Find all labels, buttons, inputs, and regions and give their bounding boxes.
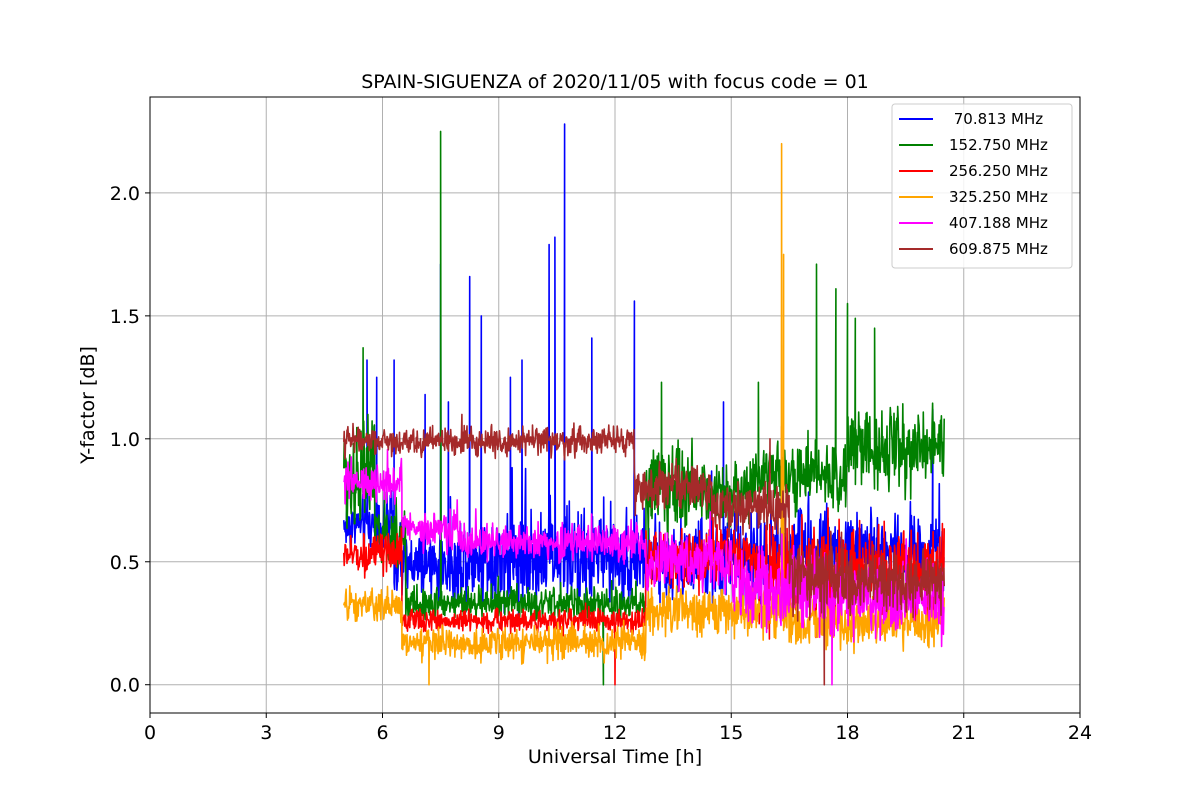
x-axis-ticks: 0 3 6 9 12 15 18 21 24 <box>144 713 1092 744</box>
x-tick-label: 15 <box>719 722 743 744</box>
legend-label: 325.250 MHz <box>949 188 1048 206</box>
y-axis-label: Y-factor [dB] <box>77 346 99 465</box>
y-tick-label: 1.0 <box>110 429 140 451</box>
y-tick-label: 0.5 <box>110 552 140 574</box>
legend: 70.813 MHz 152.750 MHz 256.250 MHz 325.250 … <box>891 103 1073 269</box>
legend-items: 70.813 MHz 152.750 MHz 256.250 MHz 325.250 … <box>899 110 1048 258</box>
series-line-5 <box>343 413 945 686</box>
y-tick-label: 1.5 <box>110 306 140 328</box>
x-tick-label: 9 <box>493 722 505 744</box>
y-tick-label: 0.0 <box>110 675 140 697</box>
x-tick-label: 18 <box>835 722 859 744</box>
x-tick-label: 24 <box>1068 722 1092 744</box>
legend-label: 609.875 MHz <box>949 240 1048 258</box>
y-axis-ticks: 0.0 0.5 1.0 1.5 2.0 <box>110 183 150 697</box>
x-tick-label: 12 <box>603 722 627 744</box>
plot-area: 0 3 6 9 12 15 18 21 24 0.0 0.5 1.0 1.5 2.0 <box>110 96 1092 744</box>
series-layer <box>343 123 945 686</box>
legend-label: 70.813 MHz <box>949 110 1043 128</box>
legend-box <box>891 103 1073 269</box>
legend-label: 256.250 MHz <box>949 162 1048 180</box>
x-axis-label: Universal Time [h] <box>528 746 702 768</box>
series-line-3 <box>343 142 945 686</box>
x-tick-label: 3 <box>260 722 272 744</box>
x-tick-label: 0 <box>144 722 156 744</box>
series-line-4 <box>343 448 945 686</box>
x-tick-label: 21 <box>952 722 976 744</box>
x-tick-label: 6 <box>376 722 388 744</box>
y-tick-label: 2.0 <box>110 183 140 205</box>
legend-label: 407.188 MHz <box>949 214 1048 232</box>
legend-label: 152.750 MHz <box>949 136 1048 154</box>
chart-title: SPAIN-SIGUENZA of 2020/11/05 with focus … <box>361 71 869 93</box>
